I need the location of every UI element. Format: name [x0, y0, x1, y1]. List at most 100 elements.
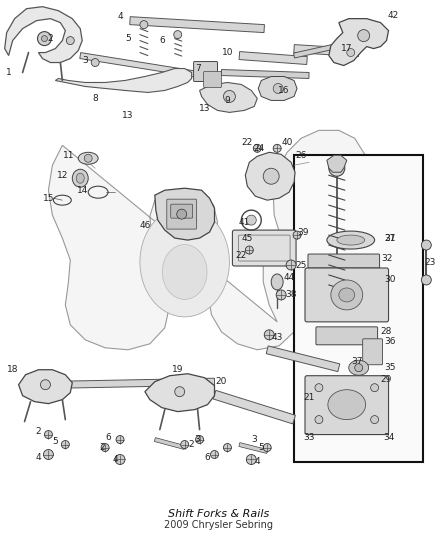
Circle shape [91, 59, 99, 67]
Circle shape [196, 435, 204, 443]
Circle shape [38, 31, 51, 46]
Circle shape [293, 231, 301, 239]
Ellipse shape [72, 169, 88, 187]
Circle shape [177, 209, 187, 219]
Polygon shape [155, 188, 215, 240]
Polygon shape [329, 19, 389, 66]
Text: 5: 5 [258, 443, 264, 452]
Circle shape [115, 455, 125, 464]
Circle shape [174, 30, 182, 38]
Ellipse shape [349, 360, 369, 375]
Text: 13: 13 [199, 104, 210, 113]
Text: 29: 29 [381, 375, 392, 384]
Text: 36: 36 [385, 337, 396, 346]
Ellipse shape [78, 152, 98, 164]
Ellipse shape [328, 390, 366, 419]
Text: 45: 45 [242, 233, 253, 243]
Polygon shape [55, 69, 192, 92]
Circle shape [246, 455, 256, 464]
FancyBboxPatch shape [308, 254, 380, 268]
Text: 2: 2 [35, 427, 41, 436]
Polygon shape [213, 390, 295, 424]
Ellipse shape [331, 280, 363, 310]
Text: 10: 10 [222, 48, 233, 57]
Circle shape [263, 443, 271, 451]
Polygon shape [62, 378, 215, 388]
Circle shape [264, 330, 274, 340]
Text: 28: 28 [381, 327, 392, 336]
FancyBboxPatch shape [167, 199, 197, 229]
Circle shape [329, 160, 345, 176]
Text: 22: 22 [236, 251, 247, 260]
Circle shape [371, 416, 378, 424]
FancyBboxPatch shape [363, 339, 382, 365]
Polygon shape [130, 17, 265, 33]
FancyBboxPatch shape [305, 376, 389, 434]
Text: 15: 15 [42, 193, 54, 203]
Circle shape [315, 416, 323, 424]
Circle shape [273, 144, 281, 152]
Polygon shape [239, 442, 268, 454]
Circle shape [276, 290, 286, 300]
Text: 8: 8 [92, 94, 98, 103]
Text: 27: 27 [385, 233, 396, 243]
Polygon shape [5, 7, 82, 62]
Text: 46: 46 [139, 221, 151, 230]
Ellipse shape [339, 288, 355, 302]
Circle shape [43, 449, 53, 459]
Text: 26: 26 [295, 151, 307, 160]
Circle shape [61, 441, 69, 449]
Text: 38: 38 [285, 290, 297, 300]
Circle shape [245, 246, 253, 254]
Polygon shape [80, 53, 205, 78]
Text: 37: 37 [351, 357, 363, 366]
Text: 23: 23 [424, 257, 436, 266]
Text: 4: 4 [35, 453, 41, 462]
Polygon shape [221, 69, 309, 78]
Text: 4: 4 [112, 455, 118, 464]
Circle shape [273, 84, 283, 93]
Text: Shift Forks & Rails: Shift Forks & Rails [168, 510, 269, 519]
Ellipse shape [271, 274, 283, 290]
Text: 21: 21 [303, 393, 314, 402]
Text: 40: 40 [281, 138, 293, 147]
Text: 17: 17 [341, 44, 353, 53]
Text: 42: 42 [388, 11, 399, 20]
FancyBboxPatch shape [194, 61, 218, 82]
Polygon shape [293, 43, 339, 58]
Text: 4: 4 [117, 12, 123, 21]
Text: 6: 6 [105, 433, 111, 442]
Polygon shape [145, 374, 215, 411]
Polygon shape [245, 152, 295, 200]
Polygon shape [266, 346, 340, 372]
Circle shape [175, 386, 185, 397]
Text: 25: 25 [295, 261, 307, 270]
Text: 16: 16 [279, 86, 290, 95]
FancyBboxPatch shape [171, 204, 193, 218]
Circle shape [263, 168, 279, 184]
Circle shape [371, 384, 378, 392]
FancyBboxPatch shape [233, 230, 296, 266]
Text: 4: 4 [254, 457, 260, 466]
Text: 19: 19 [172, 365, 184, 374]
Circle shape [421, 275, 431, 285]
Polygon shape [154, 438, 185, 449]
Circle shape [253, 144, 261, 152]
Text: 5: 5 [125, 34, 131, 43]
Text: 34: 34 [383, 433, 394, 442]
Circle shape [84, 154, 92, 162]
Ellipse shape [327, 231, 374, 249]
Circle shape [358, 30, 370, 42]
Text: 39: 39 [297, 228, 309, 237]
Text: 5: 5 [53, 437, 58, 446]
Polygon shape [18, 370, 72, 403]
Text: 43: 43 [272, 333, 283, 342]
Circle shape [246, 215, 256, 225]
Circle shape [347, 49, 355, 56]
Text: 2: 2 [48, 34, 53, 43]
Text: 14: 14 [77, 185, 88, 195]
Text: 32: 32 [381, 254, 392, 263]
Text: 12: 12 [57, 171, 68, 180]
Circle shape [223, 443, 231, 451]
PathPatch shape [49, 131, 367, 350]
